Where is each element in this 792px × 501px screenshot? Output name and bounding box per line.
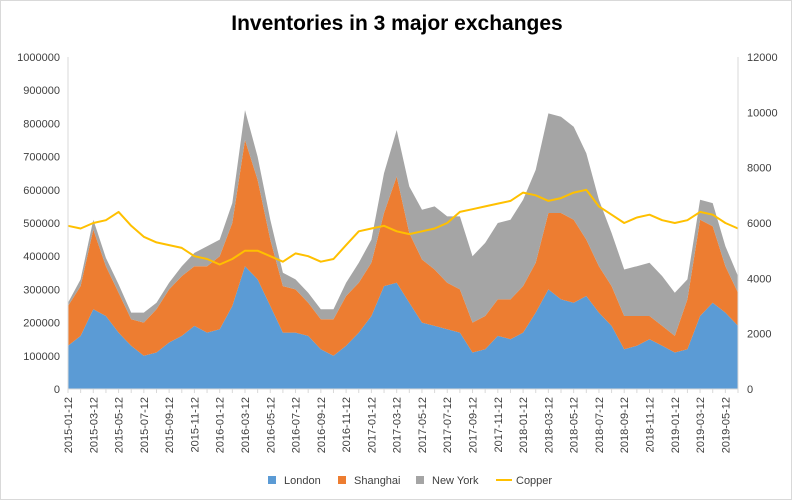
y-left-tick-label: 1000000 [17,52,60,64]
x-tick-label: 2015-03-12 [88,397,100,453]
area-new-york [68,110,738,336]
legend-swatch [268,476,276,484]
chart-title: Inventories in 3 major exchanges [231,12,563,35]
x-tick-label: 2016-11-12 [341,397,353,452]
x-tick-label: 2017-07-12 [442,397,454,453]
legend-swatch [416,476,424,484]
y-right-tick-label: 6000 [747,218,771,230]
x-tick-label: 2018-07-12 [594,397,606,453]
y-left-tick-label: 800000 [23,118,60,130]
x-tick-label: 2015-11-12 [189,397,201,452]
y-left-tick-label: 700000 [23,152,60,164]
x-tick-label: 2018-05-12 [569,397,581,453]
areas-layer [68,110,738,389]
y-left-tick-label: 900000 [23,85,60,97]
x-tick-label: 2017-05-12 [417,397,429,453]
x-tick-label: 2018-03-12 [543,397,555,453]
x-tick-label: 2019-03-12 [695,397,707,453]
x-tick-label: 2015-09-12 [164,397,176,453]
x-tick-label: 2018-09-12 [619,397,631,453]
x-tick-label: 2017-01-12 [366,397,378,453]
y-right-tick-label: 12000 [747,52,778,64]
area-shanghai [68,140,738,356]
y-left-tick-label: 400000 [23,251,60,263]
legend-label: London [284,475,321,487]
x-tick-label: 2018-01-12 [518,397,530,453]
y-right-tick-label: 4000 [747,273,771,285]
x-tick-label: 2017-03-12 [392,397,404,453]
x-tick-label: 2016-09-12 [316,397,328,453]
x-tick-label: 2019-05-12 [720,397,732,453]
legend-item-london: London [268,475,321,487]
x-tick-label: 2015-07-12 [139,397,151,453]
legend-label: Copper [516,475,552,487]
x-tick-label: 2016-07-12 [291,397,303,453]
x-tick-label: 2017-09-12 [468,397,480,453]
y-left-tick-label: 200000 [23,318,60,330]
x-tick-label: 2016-03-12 [240,397,252,453]
y-left-tick-label: 100000 [23,351,60,363]
line-layer [67,188,739,266]
y-left-tick-label: 600000 [23,185,60,197]
y-right-tick-label: 0 [747,384,753,396]
legend-label: New York [432,475,479,487]
legend-item-shanghai: Shanghai [338,475,401,487]
x-tick-label: 2017-11-12 [493,397,505,452]
y-left-tick-label: 0 [54,384,60,396]
x-tick-label: 2016-01-12 [215,397,227,453]
x-tick-label: 2018-11-12 [645,397,657,452]
y-right-tick-label: 10000 [747,107,778,119]
legend-item-new-york: New York [416,475,479,487]
legend-label: Shanghai [354,475,401,487]
y-left-tick-label: 500000 [23,218,60,230]
legend-swatch [338,476,346,484]
axes-layer: 0100000200000300000400000500000600000700… [17,52,777,453]
y-left-tick-label: 300000 [23,284,60,296]
y-right-tick-label: 8000 [747,163,771,175]
x-tick-label: 2019-01-12 [670,397,682,453]
legend: London Shanghai New York Copper [268,475,552,487]
y-right-tick-label: 2000 [747,329,771,341]
legend-item-copper: Copper [496,475,552,487]
line-copper [67,188,739,266]
area-london [68,266,738,389]
x-tick-label: 2015-05-12 [114,397,126,453]
x-tick-label: 2015-01-12 [63,397,75,453]
x-tick-label: 2016-05-12 [265,397,277,453]
